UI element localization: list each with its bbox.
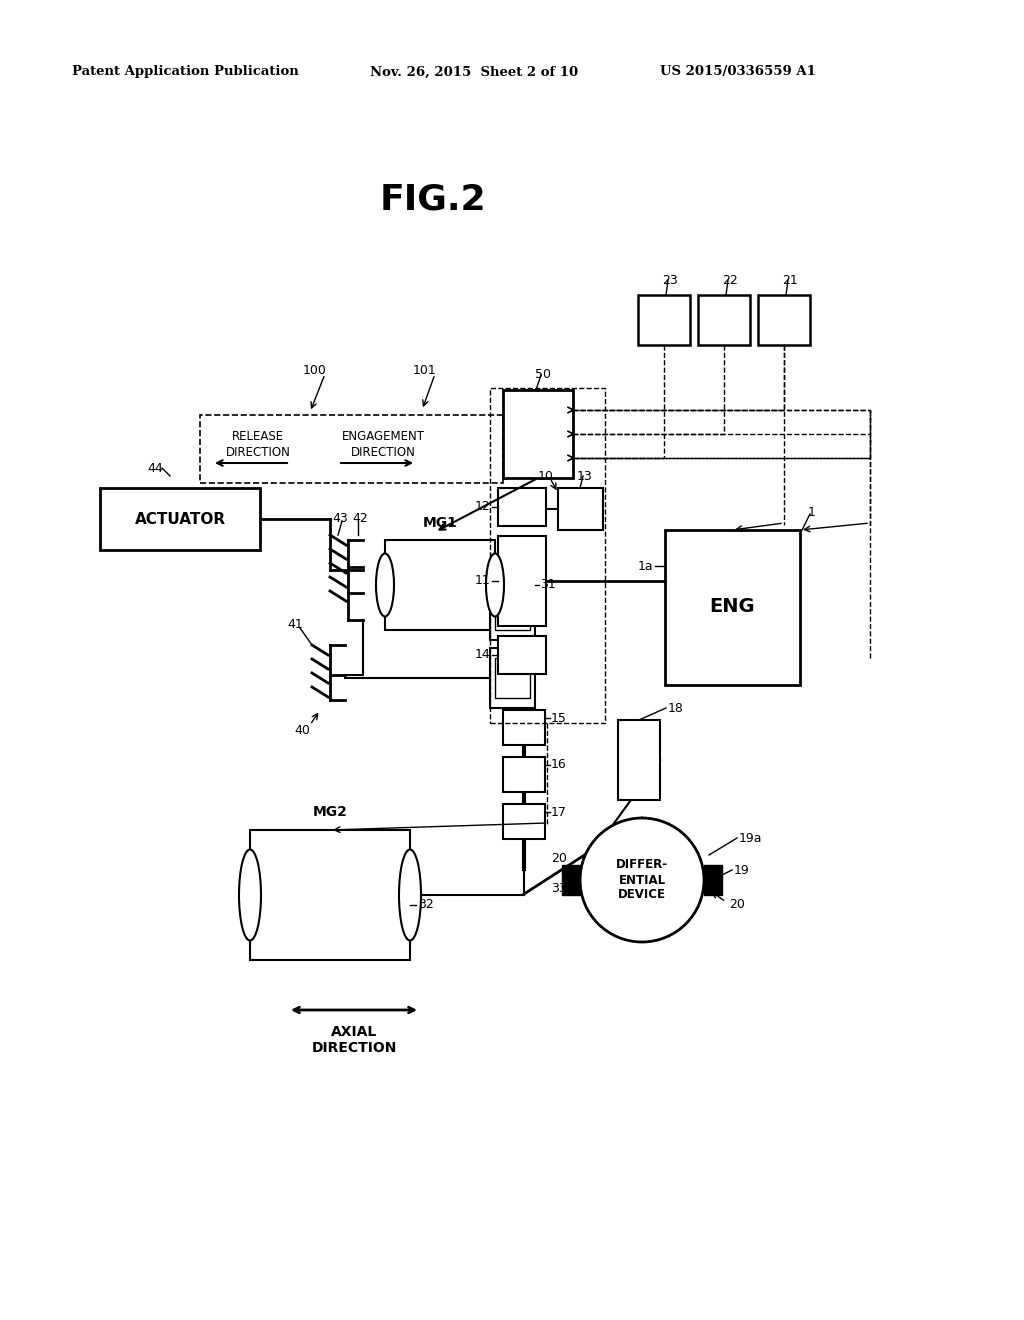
Text: 41: 41 xyxy=(287,619,303,631)
Text: 18: 18 xyxy=(668,701,684,714)
Text: MG1: MG1 xyxy=(423,516,458,531)
Bar xyxy=(503,756,545,792)
Text: AXIAL
DIRECTION: AXIAL DIRECTION xyxy=(311,1024,396,1055)
Bar xyxy=(503,710,545,744)
Bar xyxy=(503,804,545,840)
Bar xyxy=(495,657,530,698)
Bar xyxy=(665,531,800,685)
Bar xyxy=(558,488,603,531)
Bar xyxy=(698,294,750,345)
Bar xyxy=(562,865,580,895)
Text: 100: 100 xyxy=(303,363,327,376)
Text: 22: 22 xyxy=(722,273,738,286)
Text: 50: 50 xyxy=(535,368,551,381)
Bar xyxy=(498,536,546,626)
Text: 12: 12 xyxy=(474,500,490,513)
Text: 40: 40 xyxy=(294,723,310,737)
Bar xyxy=(705,865,722,895)
Bar xyxy=(498,488,546,525)
Text: FIG.2: FIG.2 xyxy=(380,183,486,216)
Text: DIRECTION: DIRECTION xyxy=(225,446,291,459)
Bar xyxy=(250,830,410,960)
Text: 16: 16 xyxy=(551,759,566,771)
Text: 1: 1 xyxy=(808,506,816,519)
Ellipse shape xyxy=(239,850,261,940)
Text: 21: 21 xyxy=(782,273,798,286)
Text: 14: 14 xyxy=(474,648,490,661)
Text: 32: 32 xyxy=(418,899,434,912)
Circle shape xyxy=(580,818,705,942)
Text: 17: 17 xyxy=(551,805,567,818)
Text: Nov. 26, 2015  Sheet 2 of 10: Nov. 26, 2015 Sheet 2 of 10 xyxy=(370,66,579,78)
Text: 42: 42 xyxy=(352,512,368,525)
Text: 11: 11 xyxy=(474,574,490,587)
Text: 19: 19 xyxy=(734,863,750,876)
Bar xyxy=(758,294,810,345)
Text: 20: 20 xyxy=(729,899,744,912)
Text: 31: 31 xyxy=(540,578,556,591)
Text: 44: 44 xyxy=(147,462,163,474)
Bar xyxy=(638,294,690,345)
Ellipse shape xyxy=(376,553,394,616)
Text: 10: 10 xyxy=(538,470,554,483)
Text: Patent Application Publication: Patent Application Publication xyxy=(72,66,299,78)
Text: RELEASE: RELEASE xyxy=(232,429,284,442)
Text: 15: 15 xyxy=(551,711,567,725)
Text: ACTUATOR: ACTUATOR xyxy=(134,511,225,527)
Text: 13: 13 xyxy=(578,470,593,483)
Text: 33: 33 xyxy=(551,883,566,895)
Text: 101: 101 xyxy=(413,363,437,376)
Text: DIRECTION: DIRECTION xyxy=(350,446,416,459)
Text: DIFFER-
ENTIAL
DEVICE: DIFFER- ENTIAL DEVICE xyxy=(616,858,668,902)
Text: 19a: 19a xyxy=(739,832,763,845)
Bar xyxy=(100,488,260,550)
Bar xyxy=(618,719,660,800)
Text: ENGAGEMENT: ENGAGEMENT xyxy=(341,429,425,442)
Bar xyxy=(200,414,503,483)
Bar xyxy=(503,389,573,478)
Bar xyxy=(498,636,546,675)
Bar xyxy=(490,576,535,640)
Text: MG2: MG2 xyxy=(312,805,347,818)
Text: 23: 23 xyxy=(663,273,678,286)
Bar xyxy=(490,648,535,708)
Bar xyxy=(490,388,605,723)
Bar xyxy=(495,585,530,630)
Text: US 2015/0336559 A1: US 2015/0336559 A1 xyxy=(660,66,816,78)
Text: ENG: ENG xyxy=(710,598,755,616)
Text: 1a: 1a xyxy=(637,560,653,573)
Text: 43: 43 xyxy=(332,512,348,525)
Ellipse shape xyxy=(399,850,421,940)
Bar xyxy=(385,540,495,630)
Text: 20: 20 xyxy=(551,853,567,866)
Ellipse shape xyxy=(486,553,504,616)
